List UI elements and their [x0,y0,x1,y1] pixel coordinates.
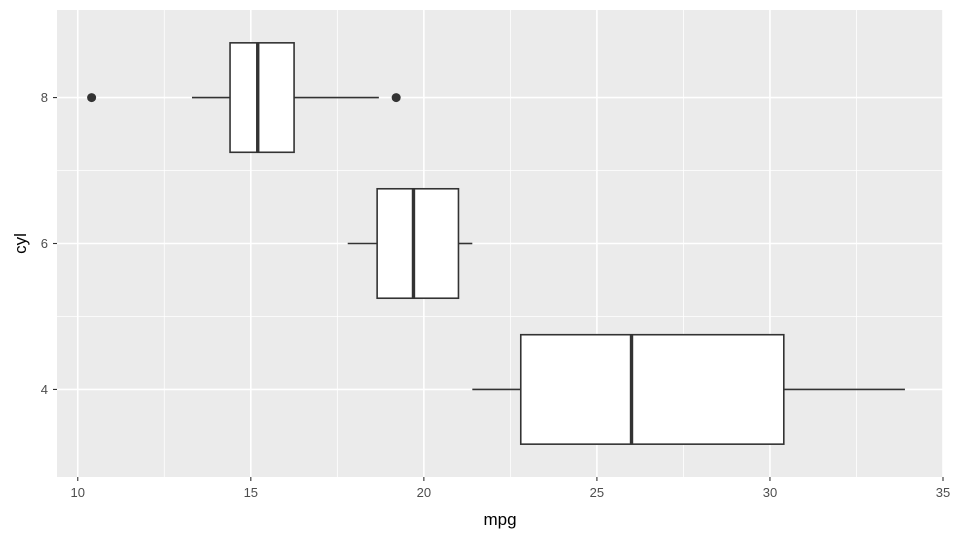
x-tick-label: 20 [417,485,431,500]
x-tick-label: 10 [71,485,85,500]
y-tick-label: 4 [41,382,48,397]
boxes-layer [87,42,905,445]
x-tick-label: 15 [244,485,258,500]
x-axis: 10 15 20 25 30 35 [71,477,950,500]
x-tick-label: 35 [936,485,950,500]
y-axis: 4 6 8 [41,90,57,397]
x-tick-label: 25 [590,485,604,500]
outlier-point [391,93,401,103]
box-iqr [376,187,460,300]
box-iqr [519,333,785,445]
y-axis-title: cyl [11,233,30,254]
x-axis-title: mpg [483,510,516,529]
box-cyl-6 [347,187,473,300]
box-cyl-4 [472,333,905,445]
box-iqr [229,42,295,154]
y-tick-label: 8 [41,90,48,105]
outlier-point [87,93,97,103]
x-tick-label: 30 [763,485,777,500]
box-cyl-8 [87,42,401,154]
y-tick-label: 6 [41,236,48,251]
